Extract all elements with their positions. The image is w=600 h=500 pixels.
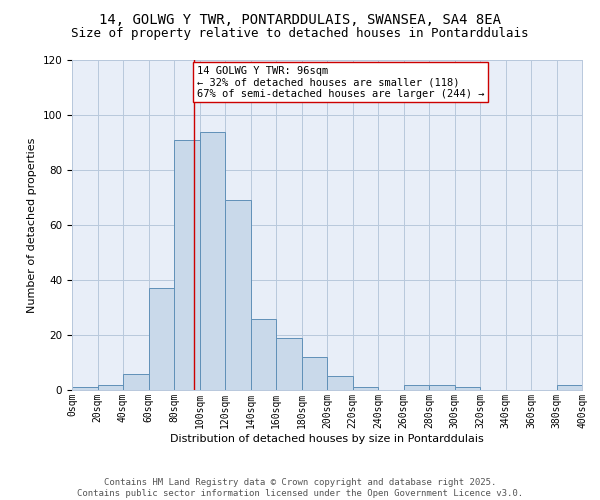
Bar xyxy=(557,384,582,390)
Y-axis label: Number of detached properties: Number of detached properties xyxy=(27,138,37,312)
Bar xyxy=(455,387,480,390)
Text: 14 GOLWG Y TWR: 96sqm
← 32% of detached houses are smaller (118)
67% of semi-det: 14 GOLWG Y TWR: 96sqm ← 32% of detached … xyxy=(197,66,484,98)
Text: Contains HM Land Registry data © Crown copyright and database right 2025.
Contai: Contains HM Land Registry data © Crown c… xyxy=(77,478,523,498)
Bar xyxy=(353,387,378,390)
Bar xyxy=(149,288,174,390)
Bar xyxy=(174,140,199,390)
Bar xyxy=(225,200,251,390)
Bar xyxy=(123,374,149,390)
Bar xyxy=(276,338,302,390)
Bar xyxy=(429,384,455,390)
Bar xyxy=(404,384,429,390)
Bar xyxy=(199,132,225,390)
Bar xyxy=(302,357,327,390)
Text: 14, GOLWG Y TWR, PONTARDDULAIS, SWANSEA, SA4 8EA: 14, GOLWG Y TWR, PONTARDDULAIS, SWANSEA,… xyxy=(99,12,501,26)
Bar xyxy=(327,376,353,390)
Bar xyxy=(97,384,123,390)
X-axis label: Distribution of detached houses by size in Pontarddulais: Distribution of detached houses by size … xyxy=(170,434,484,444)
Bar xyxy=(251,318,276,390)
Text: Size of property relative to detached houses in Pontarddulais: Size of property relative to detached ho… xyxy=(71,28,529,40)
Bar xyxy=(72,387,97,390)
